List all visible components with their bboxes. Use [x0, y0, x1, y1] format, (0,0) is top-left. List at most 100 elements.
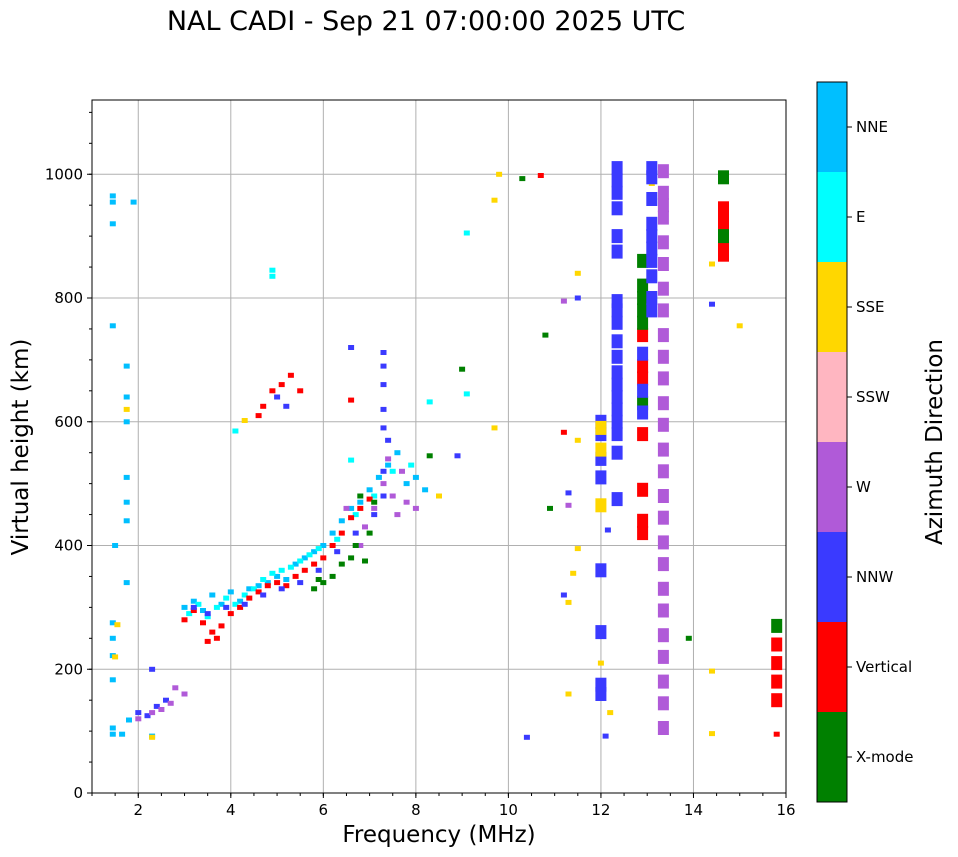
x-tick-label: 4: [226, 801, 236, 819]
echo-point: [278, 586, 285, 592]
x-tick-label: 8: [411, 801, 421, 819]
echo-point: [209, 629, 216, 635]
echo-point: [357, 505, 364, 511]
echo-point: [718, 247, 729, 262]
echo-point: [311, 549, 318, 555]
echo-point: [394, 512, 401, 518]
echo-point: [348, 397, 355, 403]
y-tick-label: 1000: [45, 165, 83, 183]
x-tick-label: 16: [776, 801, 795, 819]
echo-point: [385, 456, 392, 462]
echo-point: [646, 192, 658, 206]
echo-point: [657, 628, 669, 643]
echo-point: [565, 691, 572, 697]
echo-point: [241, 418, 248, 423]
echo-point: [204, 614, 211, 620]
echo-point: [646, 241, 658, 256]
echo-point: [190, 604, 197, 610]
echo-point: [274, 394, 281, 400]
echo-point: [637, 427, 649, 442]
echo-point: [213, 635, 220, 641]
colorbar-label: Azimuth Direction: [922, 339, 948, 545]
echo-point: [315, 567, 322, 573]
x-tick-label: 10: [499, 801, 518, 819]
echo-point: [237, 604, 244, 610]
echo-point: [357, 543, 364, 548]
echo-point: [771, 674, 783, 689]
y-tick-label: 800: [54, 289, 83, 307]
echo-point: [771, 693, 783, 708]
echo-point: [637, 526, 649, 541]
echo-point: [595, 563, 607, 578]
echo-point: [109, 193, 116, 199]
echo-point: [352, 530, 359, 536]
echo-point: [657, 303, 669, 318]
echo-point: [657, 464, 669, 479]
echo-point: [491, 425, 498, 431]
echo-point: [611, 390, 623, 404]
echo-point: [172, 685, 179, 691]
echo-point: [371, 499, 378, 505]
echo-point: [547, 505, 553, 511]
echo-point: [595, 498, 607, 513]
echo-point: [283, 583, 290, 589]
echo-point: [685, 635, 692, 641]
colorbar-segment: [817, 622, 847, 712]
echo-point: [123, 580, 130, 586]
echo-point: [597, 660, 604, 666]
colorbar-segment: [817, 532, 847, 622]
echo-point: [338, 561, 345, 567]
echo-point: [595, 451, 607, 466]
echo-point: [380, 363, 387, 369]
echo-point: [657, 649, 669, 664]
colorbar-frame: [816, 81, 848, 803]
echo-point: [709, 301, 715, 307]
echo-point: [269, 267, 276, 273]
echo-point: [135, 716, 142, 722]
grid-lines: [92, 100, 786, 793]
echo-point: [595, 442, 607, 457]
echo-point: [412, 474, 419, 480]
echo-point: [255, 413, 262, 419]
echo-point: [297, 388, 304, 394]
echo-point: [200, 620, 206, 626]
echo-point: [255, 583, 262, 589]
echo-point: [371, 512, 378, 518]
echo-point: [195, 601, 202, 607]
echo-point: [736, 323, 743, 329]
echo-point: [283, 577, 290, 582]
echo-point: [366, 530, 373, 536]
echo-point: [709, 261, 715, 267]
echo-point: [602, 733, 609, 739]
echo-point: [109, 221, 116, 227]
echo-point: [278, 382, 285, 388]
echo-point: [366, 496, 373, 502]
echo-point: [232, 601, 239, 607]
echo-point: [149, 666, 156, 672]
echo-point: [570, 570, 577, 576]
echo-point: [109, 725, 116, 731]
echo-point: [611, 334, 623, 349]
echo-point: [718, 201, 729, 216]
echo-point: [560, 298, 567, 304]
echo-point: [123, 394, 130, 400]
y-tick-label: 200: [54, 660, 83, 678]
x-tick-label: 12: [591, 801, 610, 819]
echo-point: [637, 328, 649, 343]
echo-point: [637, 253, 649, 268]
echo-point: [385, 462, 392, 468]
echo-point: [306, 552, 313, 558]
echo-point: [283, 403, 290, 409]
echo-point: [163, 697, 169, 703]
echo-point: [426, 453, 433, 459]
echo-point: [399, 468, 405, 474]
echo-point: [380, 468, 387, 474]
echo-point: [292, 573, 299, 579]
echo-point: [637, 405, 649, 420]
echo-point: [375, 474, 382, 480]
echo-point: [348, 505, 355, 511]
echo-point: [607, 710, 614, 716]
echo-point: [657, 535, 669, 550]
echo-point: [637, 346, 649, 361]
